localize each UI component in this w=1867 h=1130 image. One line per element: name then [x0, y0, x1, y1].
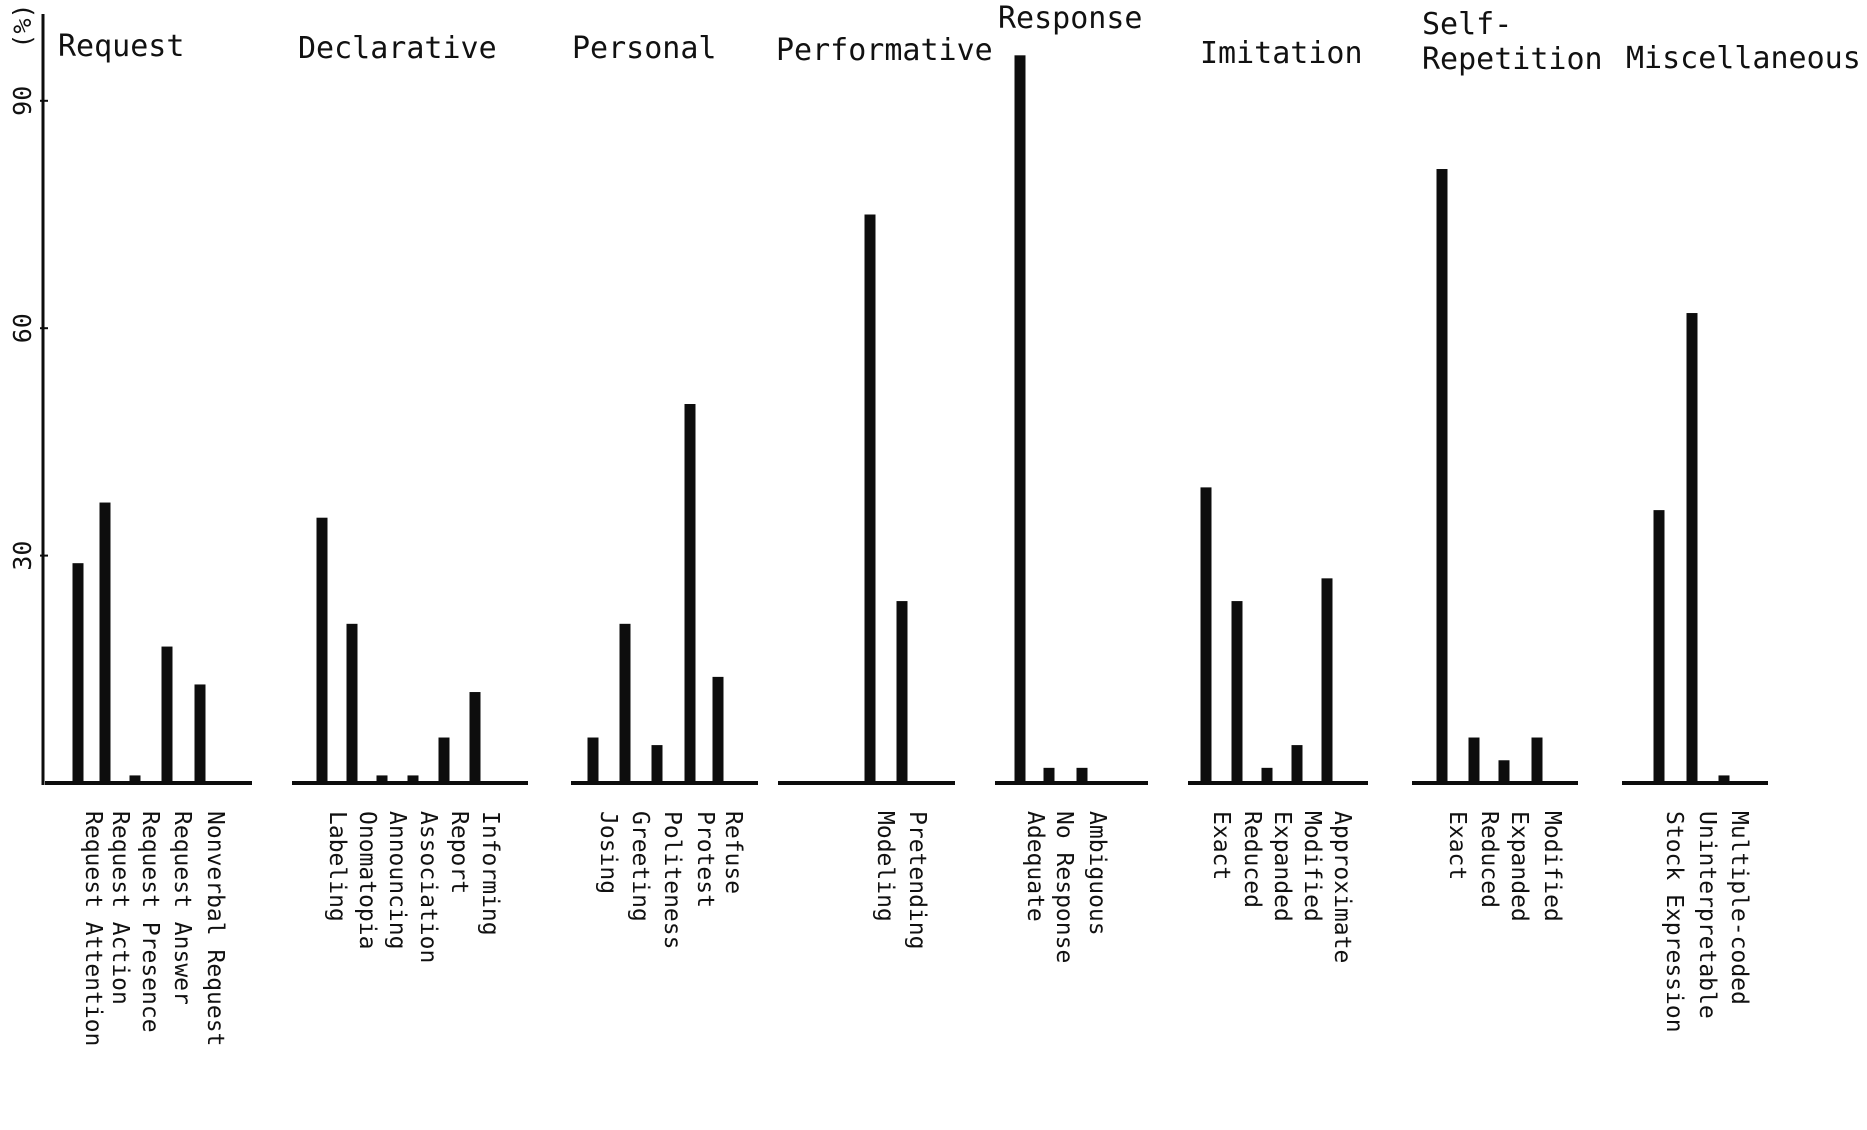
group-7-title: Miscellaneous [1626, 41, 1861, 76]
group-0-category-label-3: Request Answer [169, 811, 195, 1005]
group-5-bar-3 [1291, 745, 1303, 783]
group-6-bar-1 [1468, 737, 1480, 783]
group-3-bar-0 [864, 214, 876, 783]
group-2-bar-3 [684, 404, 696, 783]
group-7-category-label-1: Uninterpretable [1694, 811, 1720, 1019]
group-2-category-label-2: Politeness [659, 811, 685, 949]
group-0-category-label-1: Request Action [107, 811, 133, 1005]
group-0-title: Request [58, 29, 184, 64]
group-2-category-label-4: Refuse [720, 811, 746, 894]
group-1-title: Declarative [298, 31, 497, 66]
group-1-bar-2 [376, 775, 388, 783]
group-7-bar-2 [1718, 775, 1730, 783]
group-3-category-label-1: Pretending [904, 811, 930, 949]
group-5-bar-0 [1200, 487, 1212, 783]
y-axis-label: (%) [8, 3, 37, 48]
group-6-bar-0 [1436, 169, 1448, 783]
group-1-bar-1 [346, 623, 358, 783]
group-4-category-label-1: No Response [1051, 811, 1077, 963]
group-2-category-label-3: Protest [692, 811, 718, 908]
group-1-category-label-2: Announcing [384, 811, 410, 949]
group-4-category-label-2: Ambiguous [1084, 811, 1110, 936]
group-2-category-label-0: Josing [595, 811, 621, 894]
group-5-category-label-3: Modified [1299, 811, 1325, 922]
group-1-category-label-5: Informing [477, 811, 503, 936]
group-6-category-label-2: Expanded [1506, 811, 1532, 922]
group-6-title-line2: Repetition [1422, 42, 1603, 77]
group-0-bar-2 [129, 775, 141, 783]
group-5-category-label-4: Approximate [1329, 811, 1355, 963]
group-5-bar-2 [1261, 767, 1273, 783]
group-2-bar-0 [587, 737, 599, 783]
group-5-bar-4 [1321, 578, 1333, 783]
group-6-category-label-0: Exact [1444, 811, 1470, 880]
group-6-bar-3 [1531, 737, 1543, 783]
group-7-category-label-0: Stock Expression [1661, 811, 1687, 1033]
group-1-bar-0 [316, 517, 328, 783]
group-1-category-label-3: Association [415, 811, 441, 963]
y-tick-label-2: 90 [8, 86, 37, 116]
group-2-bar-1 [619, 623, 631, 783]
group-0-bar-3 [161, 646, 173, 783]
group-6-title-line1: Self- [1422, 7, 1512, 42]
group-2-bar-2 [651, 745, 663, 783]
group-5-category-label-2: Expanded [1269, 811, 1295, 922]
group-1-category-label-1: Onomatopia [354, 811, 380, 949]
group-1-bar-3 [407, 775, 419, 783]
group-6-category-label-1: Reduced [1476, 811, 1502, 908]
group-0-category-label-0: Request Attention [80, 811, 106, 1046]
group-5-category-label-0: Exact [1208, 811, 1234, 880]
group-4-bar-0 [1014, 55, 1026, 783]
group-2-title: Personal [572, 31, 717, 66]
group-4-bar-2 [1076, 767, 1088, 783]
group-7-category-label-2: Multiple-coded [1726, 811, 1752, 1005]
group-0-category-label-2: Request Presence [137, 811, 163, 1033]
group-0-bar-1 [99, 502, 111, 783]
group-5-bar-1 [1231, 601, 1243, 783]
group-7-bar-0 [1653, 510, 1665, 783]
y-tick-label-0: 30 [8, 541, 37, 571]
group-3-category-label-0: Modeling [872, 811, 898, 922]
group-1-category-label-0: Labeling [324, 811, 350, 922]
group-3-bar-1 [896, 601, 908, 783]
group-2-category-label-1: Greeting [627, 811, 653, 922]
group-6-category-label-3: Modified [1539, 811, 1565, 922]
group-3-title: Performative [776, 33, 993, 68]
group-7-bar-1 [1686, 313, 1698, 783]
group-6-bar-2 [1498, 760, 1510, 783]
group-5-category-label-1: Reduced [1239, 811, 1265, 908]
group-4-category-label-0: Adequate [1022, 811, 1048, 922]
group-4-title: Response [998, 1, 1143, 36]
group-1-category-label-4: Report [446, 811, 472, 894]
group-0-bar-0 [72, 563, 84, 783]
group-0-category-label-4: Nonverbal Request [202, 811, 228, 1046]
group-1-bar-5 [469, 692, 481, 783]
group-1-bar-4 [438, 737, 450, 783]
group-0-bar-4 [194, 684, 206, 783]
y-tick-label-1: 60 [8, 313, 37, 343]
group-4-bar-1 [1043, 767, 1055, 783]
group-2-bar-4 [712, 676, 724, 783]
group-5-title: Imitation [1200, 36, 1363, 71]
